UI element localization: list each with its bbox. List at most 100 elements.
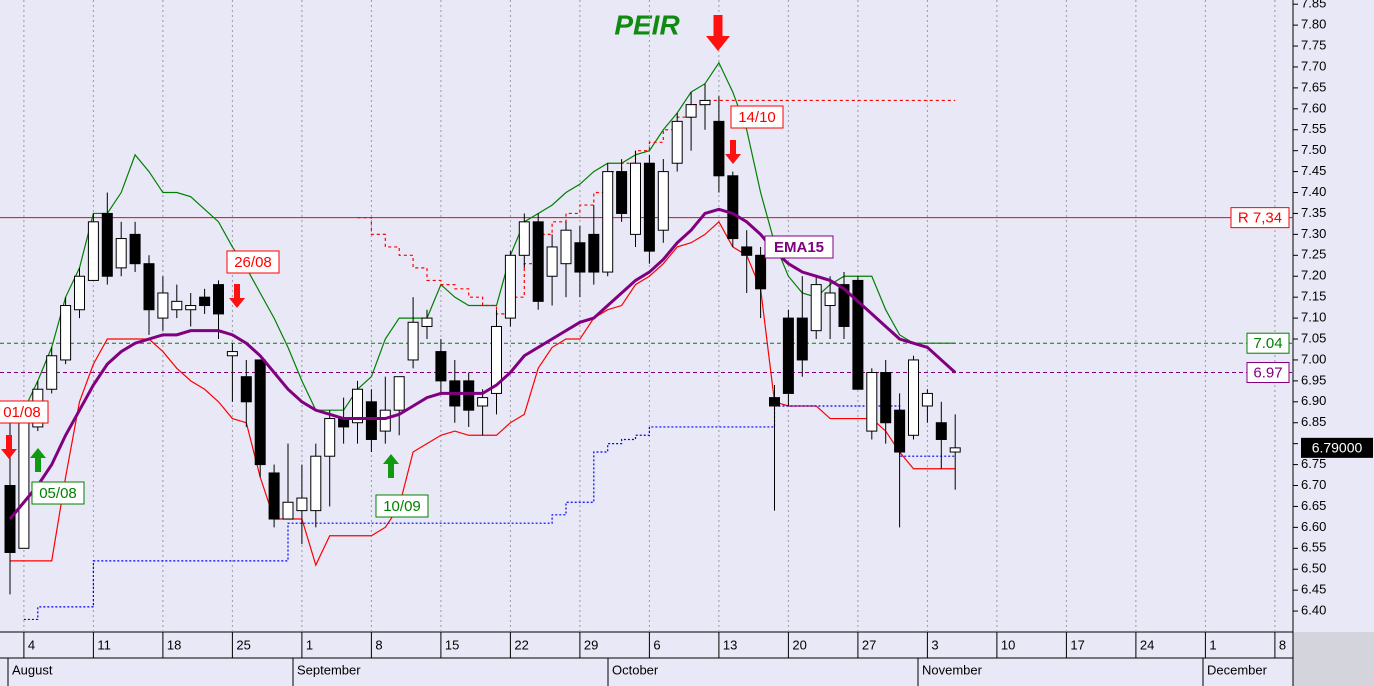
candle-body <box>671 120 683 164</box>
annotation-box <box>226 250 280 274</box>
candle-body <box>407 321 419 361</box>
candle-body <box>282 501 294 520</box>
candle-body <box>546 246 558 277</box>
candle-body <box>560 229 572 265</box>
month-label: September <box>297 662 361 677</box>
candle-body <box>921 392 933 407</box>
candle-body <box>463 380 475 411</box>
y-tick-label: 7.75 <box>1301 37 1326 52</box>
candle-body <box>115 238 127 269</box>
candle-body <box>226 351 238 357</box>
annotation-label: 05/08 <box>39 485 77 502</box>
annotation-label: 10/09 <box>383 498 421 515</box>
candle-body <box>491 325 502 394</box>
candle-body <box>935 422 947 440</box>
candle-body <box>171 300 183 311</box>
month-label: December <box>1207 662 1268 677</box>
candle-body <box>518 221 530 256</box>
candle-body <box>643 162 655 252</box>
x-tick-label: 25 <box>236 637 250 652</box>
candle-body <box>699 99 711 106</box>
candle-body <box>574 242 586 273</box>
y-tick-label: 7.40 <box>1301 184 1326 199</box>
candle-body <box>504 254 516 319</box>
level-label: 7.04 <box>1253 335 1282 352</box>
candle-body <box>74 275 85 311</box>
candle-body <box>769 397 780 407</box>
candle-body <box>296 497 308 512</box>
down-arrow <box>1 435 17 459</box>
candle-body <box>908 359 919 436</box>
candle-body <box>324 418 336 457</box>
y-tick-label: 7.70 <box>1301 58 1326 73</box>
y-tick-label: 7.45 <box>1301 163 1326 178</box>
level-label: R 7,34 <box>1238 210 1282 227</box>
y-tick-label: 7.10 <box>1301 310 1326 325</box>
y-tick-label: 7.60 <box>1301 100 1326 115</box>
candle-body <box>602 171 614 273</box>
candle-body <box>685 104 697 118</box>
candle-body <box>129 233 141 265</box>
y-tick-label: 7.15 <box>1301 289 1326 304</box>
x-tick-label: 4 <box>28 637 35 652</box>
candle-body <box>477 397 489 407</box>
down-arrow <box>725 140 741 164</box>
y-tick-label: 7.05 <box>1301 330 1326 345</box>
candle-body <box>4 485 16 553</box>
candle-body <box>824 292 836 307</box>
x-tick-label: 29 <box>584 637 598 652</box>
last-price-box <box>1301 437 1373 458</box>
candle-body <box>796 317 808 361</box>
indicator-line <box>23 405 956 621</box>
y-tick-label: 7.30 <box>1301 226 1326 241</box>
candle-body <box>268 472 280 520</box>
y-tick-label: 7.50 <box>1301 142 1326 157</box>
chart-title: PEIR <box>614 9 680 40</box>
y-tick-label: 6.55 <box>1301 540 1326 555</box>
annotation-label: 26/08 <box>234 254 272 271</box>
x-tick-label: 8 <box>1279 637 1286 652</box>
candle-body <box>310 455 322 512</box>
level-box <box>1230 207 1290 229</box>
series-label-box <box>764 235 834 259</box>
annotation-box <box>375 494 429 518</box>
month-label: November <box>922 662 983 677</box>
annotation-box <box>0 400 49 424</box>
candle-body <box>157 292 169 319</box>
candle-body <box>240 376 252 403</box>
annotation-label: 14/10 <box>738 109 776 126</box>
down-arrow <box>229 284 245 308</box>
x-tick-label: 20 <box>792 637 806 652</box>
candle-body <box>713 120 725 177</box>
level-box <box>1246 362 1290 384</box>
candle-body <box>838 284 850 327</box>
candle-body <box>616 171 628 214</box>
annotation-label: 01/08 <box>3 404 41 421</box>
y-tick-label: 7.35 <box>1301 205 1326 220</box>
candle-body <box>741 246 753 256</box>
candle-body <box>588 233 600 273</box>
candle-body <box>199 296 211 307</box>
y-tick-label: 7.65 <box>1301 79 1326 94</box>
y-tick-label: 6.60 <box>1301 519 1326 534</box>
candle-body <box>393 376 405 411</box>
candle-body <box>101 212 113 277</box>
x-tick-label: 27 <box>862 637 876 652</box>
candle-body <box>866 372 878 432</box>
candle-body <box>185 305 197 311</box>
up-arrow <box>30 448 46 472</box>
level-label: 6.97 <box>1253 364 1282 381</box>
indicator-line <box>8 207 957 520</box>
y-tick-label: 7.00 <box>1301 351 1326 366</box>
candle-body <box>365 401 377 440</box>
x-tick-label: 18 <box>167 637 181 652</box>
annotation-box <box>730 105 784 129</box>
candle-body <box>630 162 641 235</box>
y-tick-label: 6.90 <box>1301 393 1326 408</box>
candle-body <box>657 171 669 231</box>
indicator-line <box>10 220 956 567</box>
candle-body <box>254 359 266 466</box>
x-tick-label: 11 <box>97 637 111 652</box>
candle-body <box>421 317 433 327</box>
x-tick-label: 1 <box>1209 637 1216 652</box>
